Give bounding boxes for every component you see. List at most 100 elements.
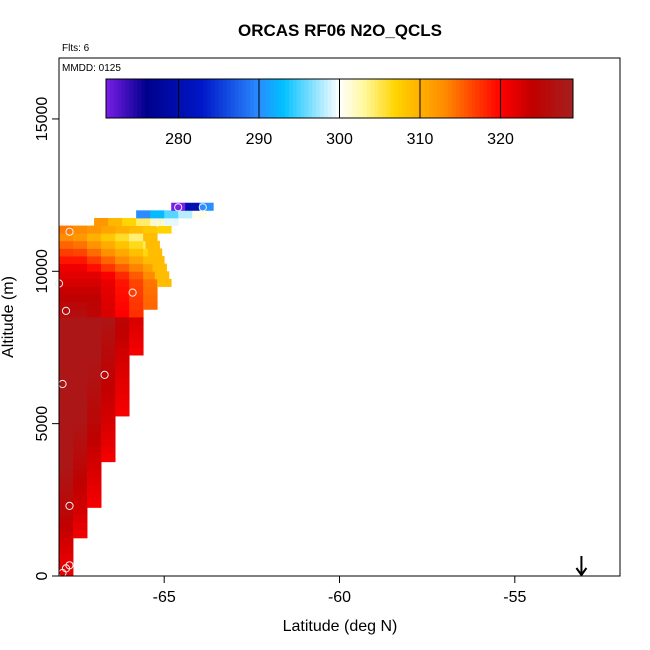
heatmap-cell [87,339,102,348]
data-points [54,203,207,578]
heatmap-cell [101,431,116,440]
heatmap-cell [73,271,88,280]
heatmap-cell [73,484,88,493]
heatmap-cell [115,400,130,409]
colorbar-segment [296,79,302,118]
heatmap-cell [87,324,102,333]
heatmap-cell [143,294,158,303]
heatmap-cell [157,278,172,287]
heatmap-cell [129,294,144,303]
heatmap-cell [87,408,102,417]
colorbar-segment [569,79,574,118]
colorbar-segment [327,79,333,118]
colorbar-segment [460,79,465,118]
colorbar-segment [526,79,531,118]
colorbar-segment [265,79,270,118]
colorbar-segment [397,79,403,118]
heatmap-cell [59,263,74,272]
heatmap-cell [59,256,74,265]
heatmap-cell [101,248,116,257]
heatmap-cell [87,301,102,310]
heatmap-cell [59,484,74,493]
heatmap-cell [59,248,74,257]
heatmap-cell [129,286,144,295]
colorbar-segment [370,79,376,118]
heatmap-cell [87,423,102,432]
marker-arrow-head [575,567,588,577]
heatmap-cell [152,263,167,272]
heatmap-cell [73,492,88,501]
colorbar-segment [358,79,364,118]
heatmap-cell [101,377,116,386]
colorbar-segment [246,79,251,118]
heatmap-cell [115,324,130,333]
colorbar-segment [553,79,558,118]
colorbar-segment [187,79,193,118]
heatmap-cell [150,210,165,219]
x-tick-label: -60 [328,589,351,606]
colorbar-segment [172,79,177,118]
heatmap-cell [101,408,116,417]
y-axis-label: Altitude (m) [0,276,17,358]
colorbar-segment [499,79,504,118]
heatmap-cell [73,332,88,341]
heatmap-cell [73,446,88,455]
heatmap-cell [87,256,102,265]
heatmap-cell [73,377,88,386]
data-point [198,203,207,212]
heatmap-cell [59,355,74,364]
colorbar-segment [506,79,512,118]
colorbar-segment [518,79,523,118]
colorbar-segment [304,79,309,118]
heatmap-cell [115,309,130,318]
heatmap-cell [192,210,207,219]
heatmap-cell [129,324,144,333]
colorbar-segment [113,79,119,118]
heatmap-cell [115,256,130,265]
colorbar-segment [109,79,115,118]
heatmap-cell [143,225,158,234]
heatmap-cell [87,240,102,249]
heatmap-cell [59,332,74,341]
heatmap-cell [59,446,74,455]
colorbar-segment [382,79,387,118]
heatmap-cell [59,476,74,485]
colorbar-segment [320,79,325,118]
heatmap-cell [143,263,158,272]
heatmap-cell [59,294,74,303]
colorbar-segment [514,79,520,118]
heatmap-cell [101,385,116,394]
heatmap-cell [178,210,193,219]
colorbar-segment [211,79,216,118]
colorbar-segment [436,79,442,118]
heatmap-cell [87,271,102,280]
colorbar-segment [386,79,391,118]
colorbar-segment [401,79,407,118]
heatmap-cell [59,286,74,295]
heatmap-cell [59,492,74,501]
colorbar-segment [269,79,274,118]
heatmap-cell [59,271,74,280]
colorbar-segment [125,79,130,118]
heatmap-cell [59,393,74,402]
heatmap-cells [59,202,214,577]
colorbar-segment [137,79,142,118]
colorbar-segment [106,79,111,118]
colorbar-segment [565,79,570,118]
heatmap-cell [101,362,116,371]
heatmap-cell [115,408,130,417]
colorbar-segment [234,79,239,118]
heatmap-cell [101,416,116,425]
colorbar-segment [242,79,247,118]
heatmap-cell [94,217,109,226]
colorbar-segment [557,79,562,118]
heatmap-cell [59,362,74,371]
heatmap-cell [59,408,74,417]
heatmap-cell [73,515,88,524]
colorbar-segment [487,79,492,118]
colorbar-segment [179,79,185,118]
colorbar-segment [312,79,317,118]
heatmap-cell [129,240,144,249]
heatmap-cell [73,225,88,234]
heatmap-cell [73,431,88,440]
